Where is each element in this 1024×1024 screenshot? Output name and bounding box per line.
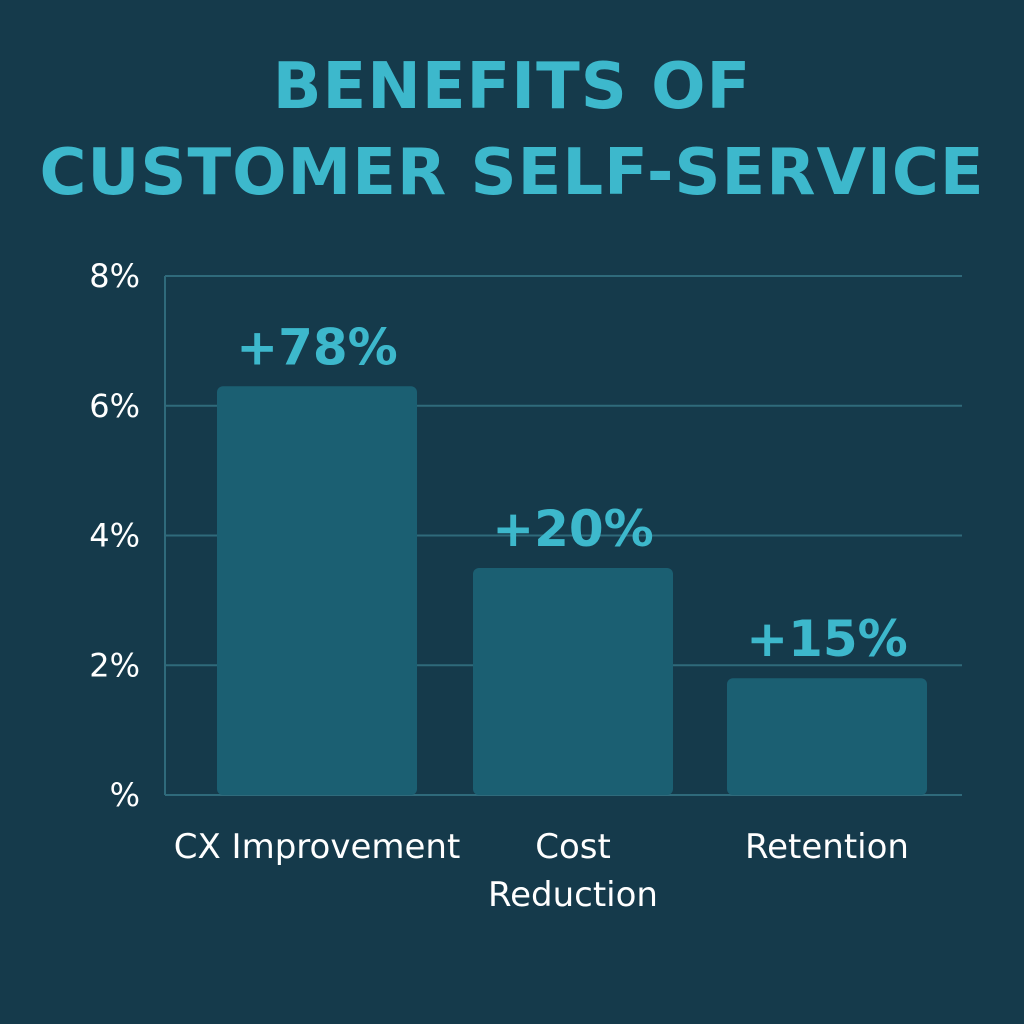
data-label: +20% <box>492 500 654 558</box>
chart-title-line-2: CUSTOMER SELF-SERVICE <box>39 136 985 210</box>
bar <box>727 678 927 795</box>
data-labels: +78% +20% +15% <box>236 318 908 668</box>
y-tick-label: 4% <box>89 517 140 555</box>
category-label: Retention <box>745 827 909 867</box>
data-label: +78% <box>236 318 398 376</box>
bars <box>217 386 927 795</box>
bar <box>473 567 673 795</box>
y-tick-labels: % 2% 4% 6% 8% <box>89 257 140 814</box>
chart-title-line-1: BENEFITS OF <box>272 50 752 124</box>
data-label: +15% <box>746 610 908 668</box>
category-label: Cost Reduction <box>488 827 658 915</box>
y-tick-label: % <box>110 776 140 814</box>
y-tick-label: 8% <box>89 257 140 295</box>
category-label: CX Improvement <box>174 827 461 867</box>
bar <box>217 386 417 795</box>
category-labels: CX Improvement Cost Reduction Retention <box>174 827 909 915</box>
y-tick-label: 2% <box>89 646 140 684</box>
y-tick-label: 6% <box>89 387 140 425</box>
